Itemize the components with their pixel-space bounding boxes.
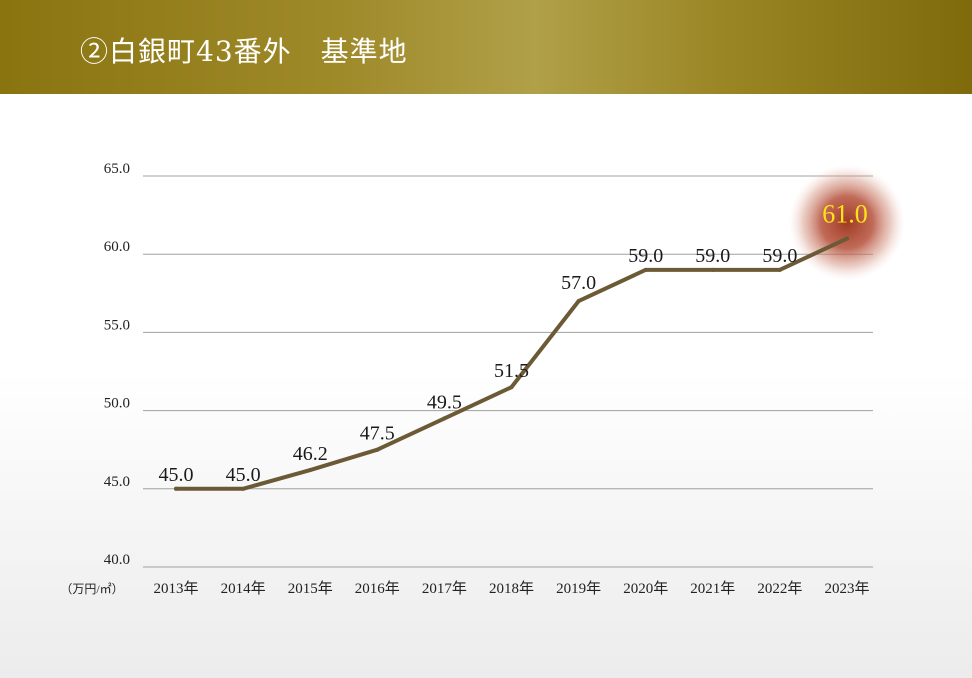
data-label: 45.0 bbox=[226, 464, 261, 486]
x-tick-label: 2018年 bbox=[489, 580, 534, 597]
data-labels: 45.0 45.0 46.2 47.5 49.5 51.5 57.0 59.0 59.0 59.0… bbox=[159, 200, 868, 486]
line-chart: 40.0 45.0 50.0 55.0 60.0 65.0 2013年 2014年 2015年… bbox=[60, 161, 905, 597]
x-tick-label: 2015年 bbox=[288, 580, 333, 597]
data-label: 45.0 bbox=[159, 464, 194, 486]
data-point bbox=[509, 385, 514, 390]
x-tick-label: 2017年 bbox=[422, 580, 467, 597]
x-tick-label: 2019年 bbox=[556, 580, 601, 597]
data-label: 59.0 bbox=[695, 245, 730, 267]
gridlines bbox=[143, 175, 873, 568]
y-tick-label: 60.0 bbox=[104, 239, 130, 255]
y-axis-ticks: 40.0 45.0 50.0 55.0 60.0 65.0 bbox=[104, 161, 130, 568]
data-label: 57.0 bbox=[561, 272, 596, 294]
x-axis-ticks: 2013年 2014年 2015年 2016年 2017年 2018年 2019年 2020年… bbox=[153, 580, 869, 597]
y-tick-label: 40.0 bbox=[104, 552, 130, 568]
data-label: 47.5 bbox=[360, 423, 395, 445]
x-tick-label: 2013年 bbox=[153, 580, 198, 597]
page-title: ②白銀町43番外 基準地 bbox=[80, 35, 408, 68]
data-point bbox=[442, 416, 447, 421]
data-point bbox=[576, 299, 581, 304]
x-tick-label: 2023年 bbox=[824, 580, 869, 597]
y-tick-label: 65.0 bbox=[104, 161, 130, 177]
x-tick-label: 2020年 bbox=[623, 580, 668, 597]
x-tick-label: 2021年 bbox=[690, 580, 735, 597]
data-point bbox=[845, 236, 849, 241]
data-point bbox=[241, 486, 246, 491]
data-label: 46.2 bbox=[293, 443, 328, 465]
y-tick-label: 50.0 bbox=[104, 396, 130, 412]
header-bar: ②白銀町43番外 基準地 bbox=[0, 0, 972, 94]
data-label-highlight: 61.0 bbox=[822, 200, 868, 229]
data-point bbox=[174, 486, 178, 491]
data-point bbox=[643, 267, 648, 272]
y-tick-label: 55.0 bbox=[104, 317, 130, 333]
y-tick-label: 45.0 bbox=[104, 474, 130, 490]
data-label: 59.0 bbox=[762, 245, 797, 267]
data-label: 49.5 bbox=[427, 391, 462, 413]
x-tick-label: 2014年 bbox=[221, 580, 266, 597]
x-tick-label: 2022年 bbox=[757, 580, 802, 597]
data-point bbox=[710, 267, 715, 272]
data-label: 59.0 bbox=[628, 245, 663, 267]
series-line-group bbox=[174, 236, 849, 491]
x-tick-label: 2016年 bbox=[355, 580, 400, 597]
y-axis-unit-label: （万円/㎡） bbox=[60, 582, 123, 596]
data-label: 51.5 bbox=[494, 360, 529, 382]
data-point bbox=[375, 447, 380, 452]
data-point bbox=[308, 468, 313, 473]
data-point bbox=[777, 267, 782, 272]
